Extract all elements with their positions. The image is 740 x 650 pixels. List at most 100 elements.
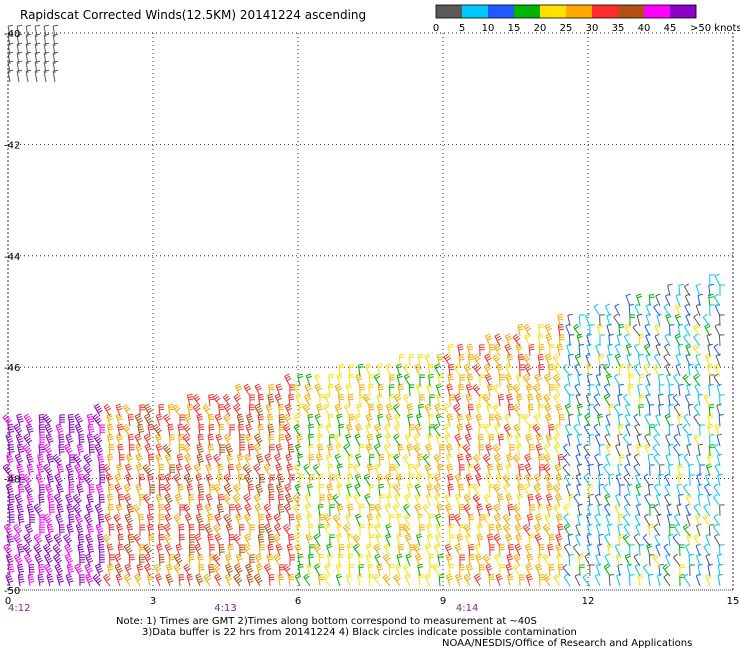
- wind-barb: [446, 383, 454, 397]
- wind-barb: [654, 533, 661, 547]
- x-tick-label: 3: [150, 596, 156, 607]
- wind-barb: [506, 453, 514, 467]
- wind-barb: [663, 303, 671, 317]
- wind-barb: [114, 473, 122, 487]
- wind-barb: [563, 523, 571, 537]
- wind-barb: [428, 554, 435, 567]
- wind-barb: [524, 363, 532, 377]
- wind-barb: [253, 573, 263, 587]
- wind-barb: [284, 483, 292, 497]
- wind-barb: [474, 543, 481, 557]
- wind-barb: [413, 463, 421, 477]
- wind-barb: [414, 503, 422, 517]
- wind-barb: [665, 313, 672, 327]
- wind-barb: [245, 563, 254, 577]
- wind-barb: [369, 534, 375, 547]
- wind-barb: [297, 453, 304, 467]
- wind-barb: [343, 403, 351, 417]
- wind-barb: [659, 464, 665, 477]
- wind-barb: [696, 473, 702, 487]
- wind-barb: [297, 553, 304, 567]
- wind-barb: [693, 403, 701, 417]
- wind-barb: [17, 573, 25, 587]
- wind-barb: [124, 513, 133, 527]
- wind-barb: [713, 343, 721, 357]
- wind-barb: [685, 493, 692, 507]
- colorbar-label: 25: [560, 23, 573, 34]
- wind-barb: [255, 553, 263, 567]
- wind-barb: [72, 503, 82, 517]
- wind-barb: [573, 323, 581, 337]
- wind-barb: [543, 453, 552, 467]
- wind-barb: [512, 383, 521, 397]
- wind-barb: [583, 443, 591, 457]
- wind-barb: [703, 543, 711, 557]
- wind-barb: [424, 403, 432, 417]
- wind-barb: [39, 514, 45, 527]
- wind-barb: [23, 553, 33, 567]
- wind-barb: [408, 354, 415, 367]
- wind-barb: [232, 533, 241, 547]
- wind-barb: [472, 483, 481, 497]
- wind-barb: [167, 423, 174, 437]
- wind-barb: [303, 573, 311, 587]
- wind-barb: [103, 573, 111, 587]
- wind-barb: [454, 433, 462, 447]
- wind-barb: [328, 373, 334, 387]
- wind-barb: [629, 314, 635, 327]
- wind-barb: [602, 363, 611, 377]
- wind-barb: [158, 503, 165, 517]
- wind-barb: [488, 524, 495, 537]
- wind-barb: [639, 394, 645, 407]
- wind-barb: [479, 374, 485, 387]
- wind-barb: [453, 403, 461, 417]
- wind-barb: [419, 374, 425, 387]
- wind-barb: [568, 413, 574, 427]
- wind-barb: [567, 533, 574, 547]
- wind-barb: [673, 403, 681, 417]
- wind-barb: [318, 573, 325, 587]
- wind-barb: [517, 323, 524, 337]
- wind-barb: [582, 573, 591, 587]
- wind-barb: [365, 363, 372, 377]
- wind-barb: [719, 284, 725, 297]
- wind-barb: [693, 413, 701, 427]
- colorbar-label: 45: [664, 23, 677, 34]
- wind-barb: [544, 323, 552, 337]
- wind-barb: [525, 573, 533, 587]
- wind-barb: [563, 503, 571, 517]
- wind-barb: [619, 484, 625, 497]
- wind-barb: [173, 513, 182, 527]
- wind-barb: [553, 373, 561, 387]
- wind-barb: [686, 513, 692, 527]
- wind-barb: [213, 483, 221, 497]
- wind-barb: [663, 343, 671, 357]
- wind-barb: [116, 433, 124, 447]
- wind-barb: [557, 313, 564, 327]
- wind-barb: [606, 543, 614, 557]
- wind-barb: [573, 423, 581, 437]
- wind-barb: [144, 563, 152, 577]
- wind-barb: [406, 403, 414, 417]
- wind-barb: [294, 573, 302, 587]
- wind-barb: [594, 453, 601, 467]
- wind-barb: [284, 403, 293, 417]
- wind-barb: [164, 543, 172, 557]
- wind-barb: [676, 483, 682, 497]
- wind-barb: [365, 443, 373, 457]
- wind-barb: [86, 433, 95, 447]
- wind-barb: [669, 524, 675, 537]
- wind-barb: [223, 473, 232, 487]
- wind-barb: [625, 293, 631, 307]
- wind-barb: [435, 433, 442, 447]
- wind-barb: [195, 513, 204, 527]
- wind-barb: [574, 573, 581, 587]
- wind-barb: [42, 543, 53, 557]
- wind-barb: [502, 473, 511, 487]
- wind-barb: [333, 433, 341, 447]
- wind-barb: [324, 563, 331, 577]
- wind-barb: [44, 423, 53, 437]
- wind-barb: [53, 533, 63, 547]
- wind-barb: [464, 433, 472, 447]
- wind-barb: [188, 544, 195, 557]
